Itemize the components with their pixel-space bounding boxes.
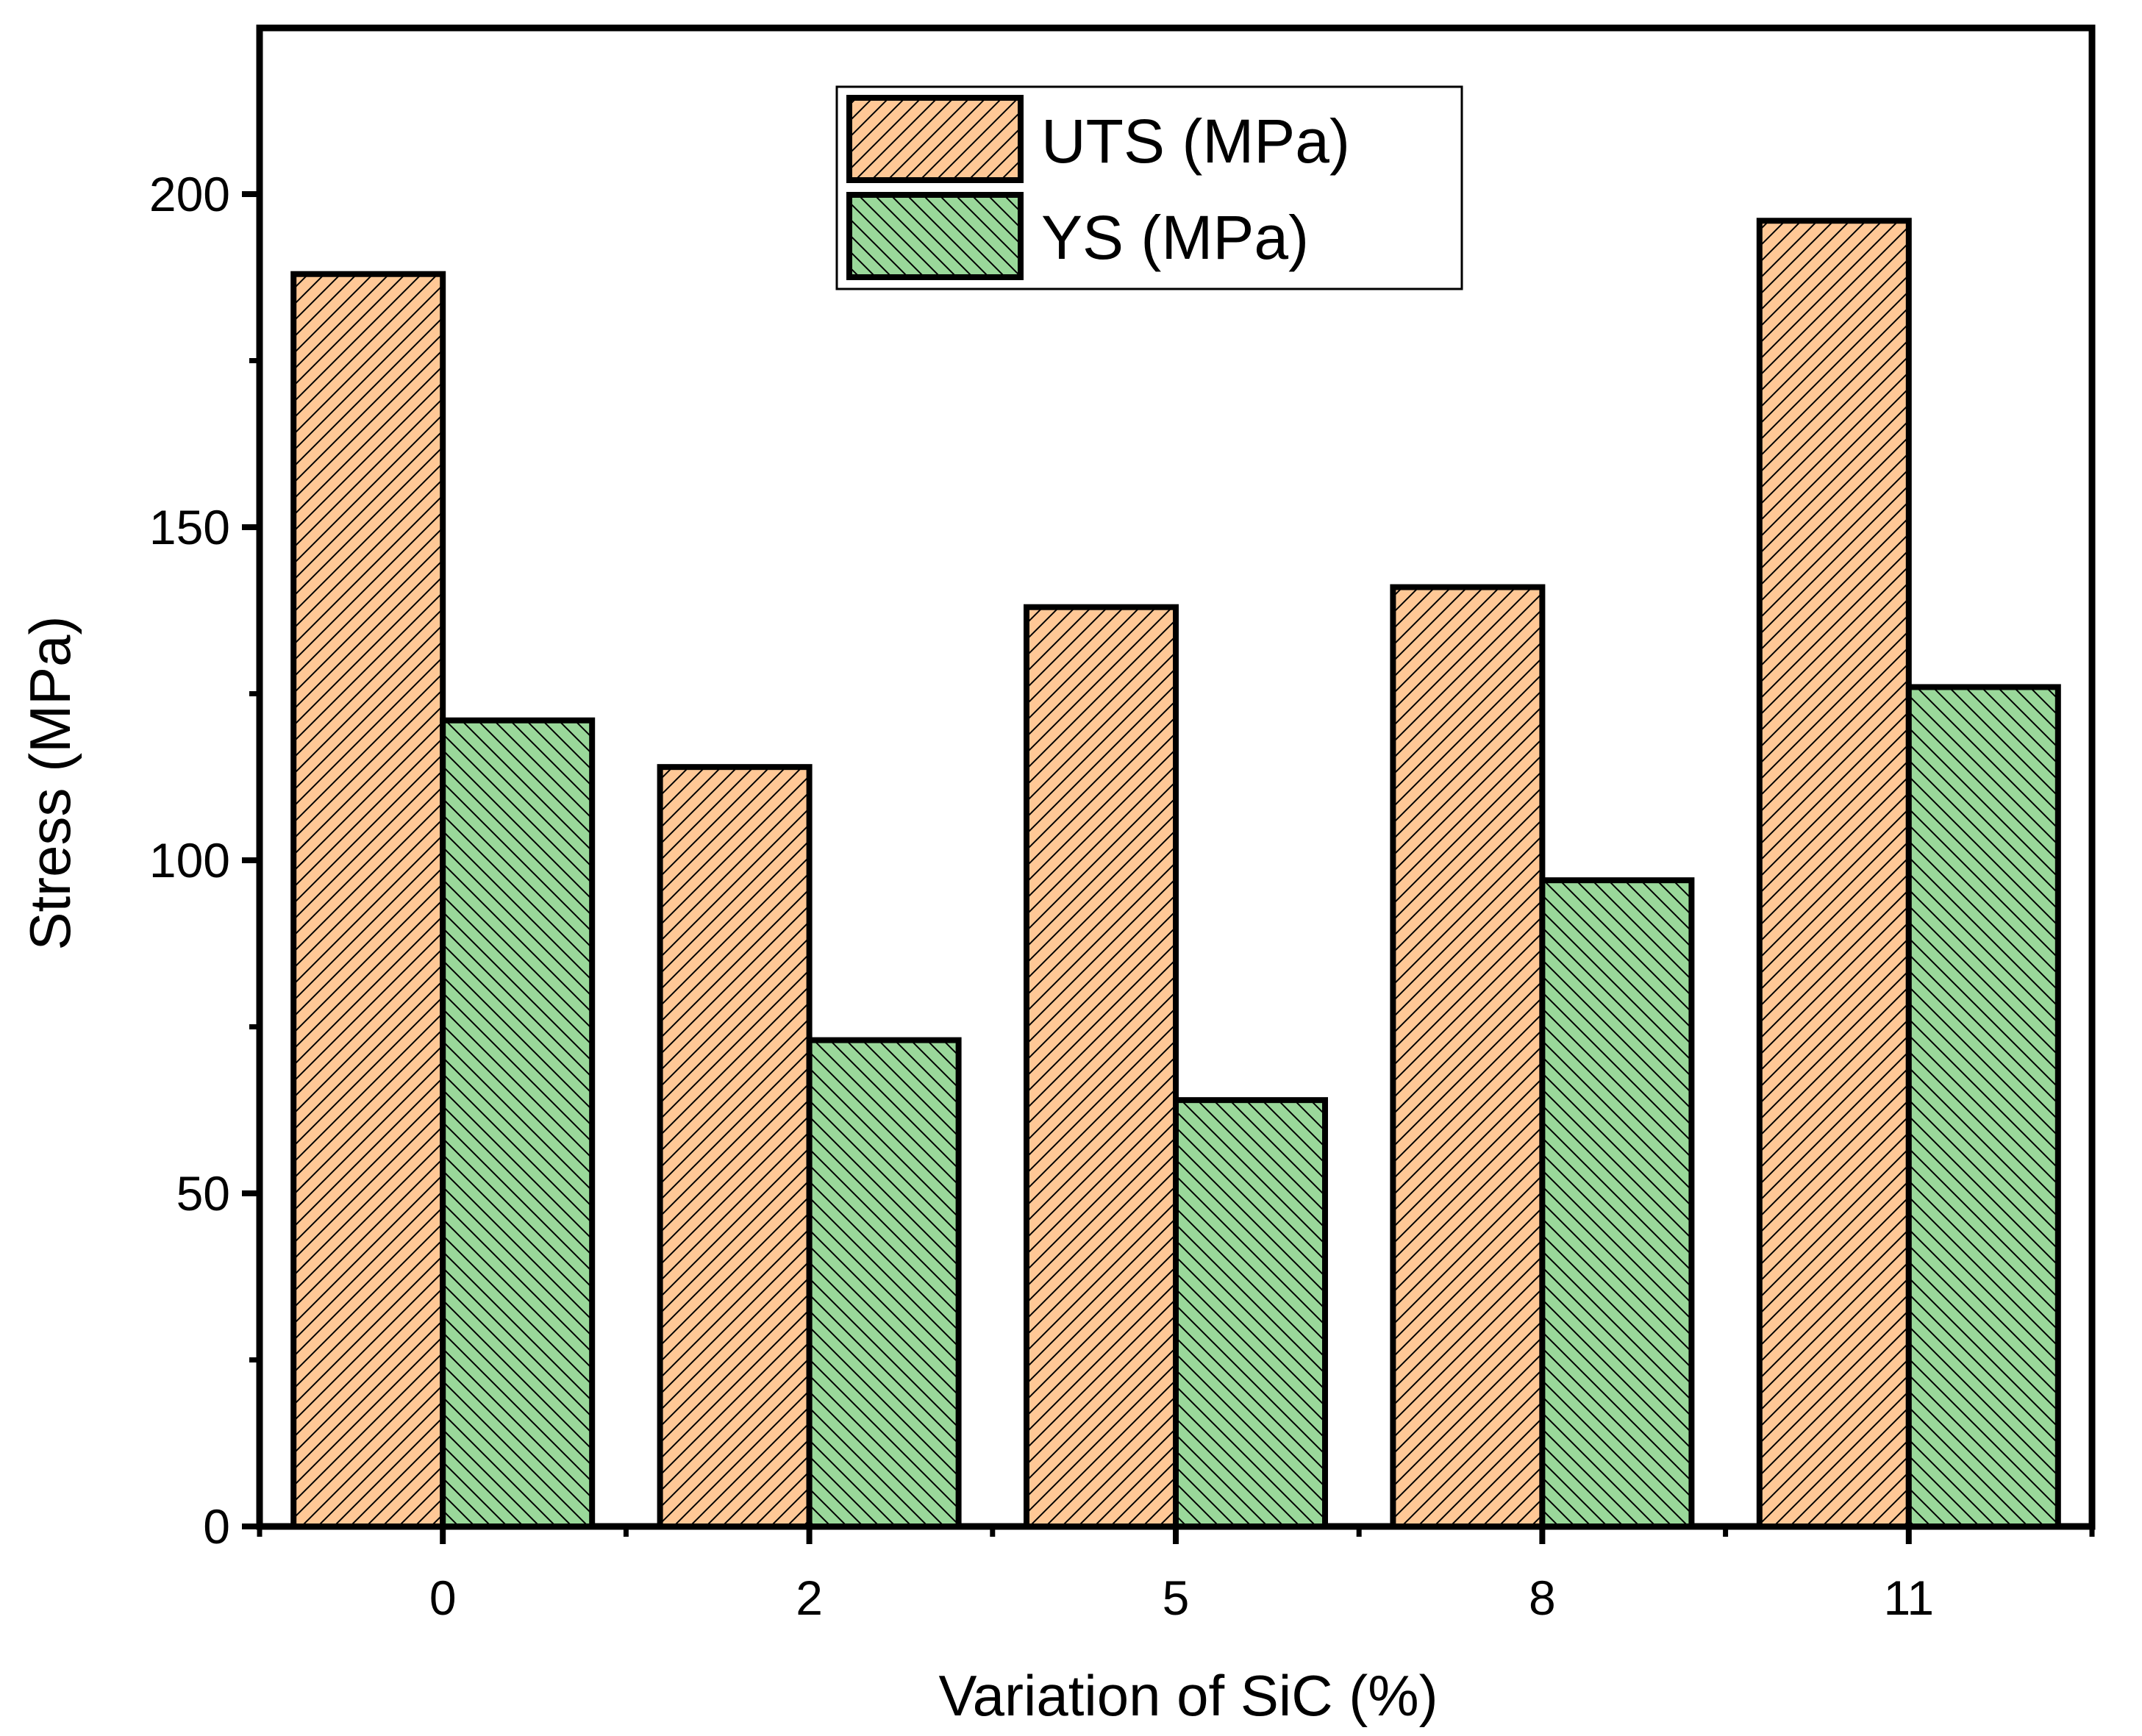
y-tick-label: 50 — [176, 1166, 230, 1221]
x-tick-label: 8 — [1529, 1571, 1556, 1625]
legend: UTS (MPa) YS (MPa) — [835, 85, 1463, 290]
bar-ys-2 — [806, 1037, 962, 1529]
bar-uts-2 — [657, 764, 813, 1529]
legend-label-uts: UTS (MPa) — [1041, 107, 1350, 176]
bars-group — [290, 218, 2061, 1530]
bar-uts-5 — [1024, 604, 1179, 1529]
x-tick-label: 5 — [1163, 1571, 1190, 1625]
y-tick-label: 100 — [149, 833, 230, 887]
bar-uts-0 — [290, 271, 446, 1530]
x-tick-label: 11 — [1884, 1571, 1935, 1625]
bar-ys-5 — [1173, 1097, 1328, 1530]
bar-uts-8 — [1390, 584, 1546, 1529]
bar-ys-11 — [1905, 684, 2061, 1530]
y-tick-label: 0 — [203, 1499, 230, 1554]
bar-uts-11 — [1756, 218, 1912, 1529]
y-tick-label: 150 — [149, 500, 230, 554]
y-axis-ticks: 0 50 100 150 200 — [149, 167, 260, 1554]
legend-swatch-ys — [846, 192, 1024, 280]
y-axis-title: Stress (MPa) — [18, 615, 82, 950]
y-tick-label: 200 — [149, 167, 230, 221]
x-axis-ticks: 0 2 5 8 11 — [257, 1526, 2095, 1625]
x-tick-label: 0 — [429, 1571, 457, 1625]
legend-swatch-uts — [846, 95, 1024, 183]
bar-ys-8 — [1539, 877, 1695, 1530]
x-tick-label: 2 — [796, 1571, 823, 1625]
bar-ys-0 — [440, 717, 596, 1529]
x-axis-title: Variation of SiC (%) — [938, 1663, 1438, 1728]
legend-label-ys: YS (MPa) — [1041, 203, 1309, 272]
